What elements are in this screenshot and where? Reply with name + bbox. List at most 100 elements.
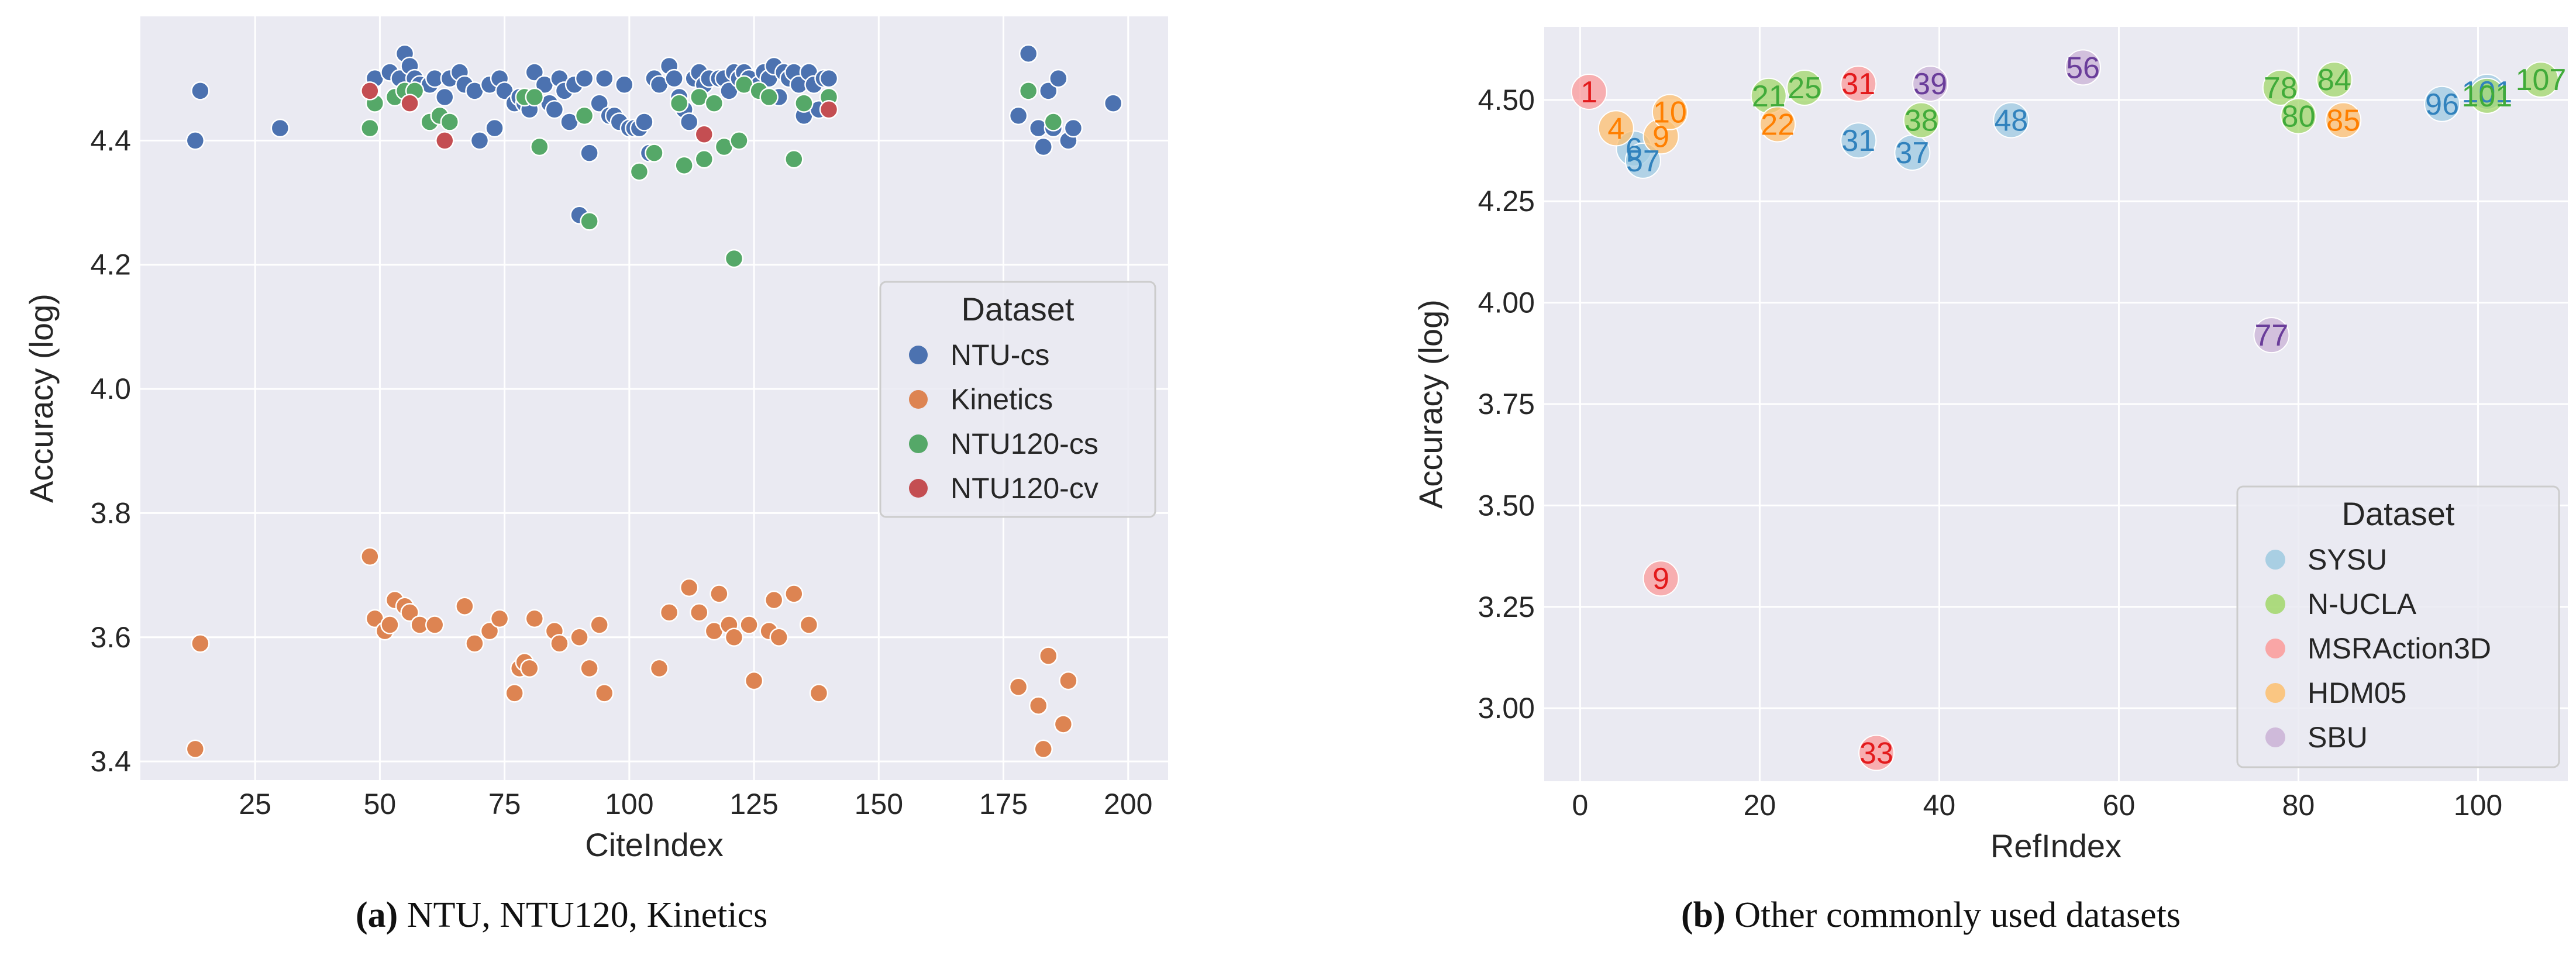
a-point-kinetics	[799, 615, 819, 634]
a-point-ntu-cs	[679, 112, 699, 132]
a-legend-box	[879, 281, 1156, 518]
a-point-ntu-cs	[580, 143, 599, 163]
b-point-label-hdm05: 85	[2326, 104, 2360, 138]
b-legend-marker	[2265, 727, 2285, 747]
b-point-label-sysu: 48	[1994, 104, 2028, 138]
a-point-kinetics	[580, 658, 599, 678]
b-legend-marker	[2265, 594, 2285, 614]
b-point-label-hdm05: 9	[1652, 120, 1669, 154]
b-point-label-sysu: 31	[1841, 124, 1875, 158]
b-point-n-ucla	[2316, 61, 2353, 98]
a-x-tick-label: 175	[979, 788, 1028, 820]
a-y-tick-label: 3.8	[90, 496, 131, 529]
b-legend-label: N-UCLA	[2308, 588, 2417, 620]
b-point-label-sbu: 77	[2254, 319, 2288, 353]
b-point-label-msraction3d: 33	[1859, 736, 1893, 770]
b-point-n-ucla	[2522, 61, 2559, 98]
b-point-hdm05	[1597, 110, 1634, 147]
a-point-kinetics	[690, 603, 709, 622]
b-point-label-n-ucla: 21	[1752, 80, 1786, 113]
a-point-ntu-cs	[664, 68, 684, 88]
a-point-kinetics	[1039, 646, 1058, 665]
a-point-kinetics	[739, 615, 759, 634]
a-x-axis-label: CiteIndex	[585, 826, 724, 863]
a-point-ntu-cs	[615, 75, 634, 95]
b-point-sbu	[1912, 65, 1949, 102]
a-point-ntu120-cs	[580, 212, 599, 231]
a-point-ntu-cs	[1063, 118, 1083, 138]
a-point-ntu-cs	[485, 118, 504, 138]
b-point-label-n-ucla: 38	[1905, 104, 1938, 138]
a-point-ntu120-cs	[360, 118, 380, 138]
a-point-kinetics	[360, 547, 380, 567]
a-point-ntu-cs	[191, 81, 210, 101]
a-x-tick-label: 25	[239, 788, 271, 820]
caption-a: (a) NTU, NTU120, Kinetics	[356, 895, 767, 936]
a-point-kinetics	[191, 634, 210, 653]
b-legend-label: MSRAction3D	[2308, 632, 2491, 665]
b-point-label-msraction3d: 31	[1841, 67, 1875, 101]
b-point-label-sysu: 37	[1895, 136, 1929, 170]
a-point-kinetics	[455, 596, 474, 616]
b-x-tick-label: 100	[2454, 789, 2502, 822]
b-point-hdm05	[1651, 94, 1688, 130]
a-x-tick-label: 100	[605, 788, 653, 820]
a-point-kinetics	[1034, 739, 1053, 759]
b-legend-box	[2236, 485, 2560, 768]
a-point-kinetics	[710, 584, 729, 603]
a-legend-label: Kinetics	[950, 383, 1053, 416]
a-point-ntu-cs	[185, 131, 205, 150]
b-y-axis-label: Accuracy (log)	[1412, 299, 1449, 509]
b-point-label-hdm05: 4	[1607, 112, 1624, 146]
a-point-kinetics	[679, 578, 699, 598]
b-point-label-n-ucla: 80	[2282, 100, 2316, 134]
b-y-tick-label: 3.50	[1478, 489, 1535, 522]
a-x-tick-label: 75	[488, 788, 521, 820]
b-legend-marker	[2265, 550, 2285, 570]
chart-a: 25 50 75 100 125 150 175 200 3.4 3.6 3.8 4.0 4.2 4.4 C…	[23, 16, 1168, 863]
a-y-tick-label: 3.6	[90, 621, 131, 654]
a-y-tick-label: 3.4	[90, 745, 131, 778]
b-point-sysu	[1993, 102, 2030, 139]
a-point-ntu120-cv	[819, 100, 839, 119]
b-point-label-sysu: 6	[1626, 132, 1642, 166]
b-legend-marker	[2265, 639, 2285, 658]
a-point-kinetics	[550, 634, 569, 653]
b-point-msraction3d	[1642, 560, 1679, 597]
a-point-ntu120-cs	[440, 112, 460, 132]
a-point-kinetics	[525, 609, 545, 629]
b-legend-label: SYSU	[2308, 543, 2387, 576]
b-y-tick-label: 3.25	[1478, 591, 1535, 623]
a-point-kinetics	[809, 684, 829, 703]
a-point-ntu120-cs	[669, 94, 689, 113]
b-x-tick-label: 0	[1572, 789, 1588, 822]
a-point-ntu-cs	[574, 68, 594, 88]
a-legend-marker	[909, 479, 928, 498]
caption-b: (b) Other commonly used datasets	[1681, 895, 2181, 936]
b-point-label-n-ucla: 78	[2264, 71, 2298, 105]
b-point-label-sysu: 96	[2425, 88, 2459, 122]
a-point-ntu-cs	[470, 131, 490, 150]
a-point-ntu-cs	[590, 94, 609, 113]
b-point-n-ucla	[2280, 98, 2317, 134]
a-point-kinetics	[570, 627, 589, 647]
b-point-n-ucla	[1786, 70, 1823, 106]
a-point-ntu-cs	[635, 112, 654, 132]
a-point-kinetics	[465, 634, 484, 653]
a-point-ntu120-cs	[629, 162, 649, 181]
b-point-sbu	[2065, 49, 2102, 86]
a-point-kinetics	[490, 609, 509, 629]
b-x-tick-label: 80	[2282, 789, 2315, 822]
b-point-n-ucla	[2468, 77, 2505, 114]
a-x-tick-label: 200	[1104, 788, 1152, 820]
a-point-kinetics	[1028, 696, 1048, 715]
a-point-ntu120-cs	[1044, 112, 1063, 132]
a-point-kinetics	[380, 615, 400, 634]
a-legend-label: NTU120-cs	[950, 427, 1098, 460]
a-point-ntu-cs	[1103, 94, 1123, 113]
a-point-kinetics	[185, 739, 205, 759]
a-point-ntu120-cs	[759, 87, 779, 107]
a-y-tick-label: 4.2	[90, 249, 131, 281]
caption-b-text: Other commonly used datasets	[1734, 895, 2181, 935]
